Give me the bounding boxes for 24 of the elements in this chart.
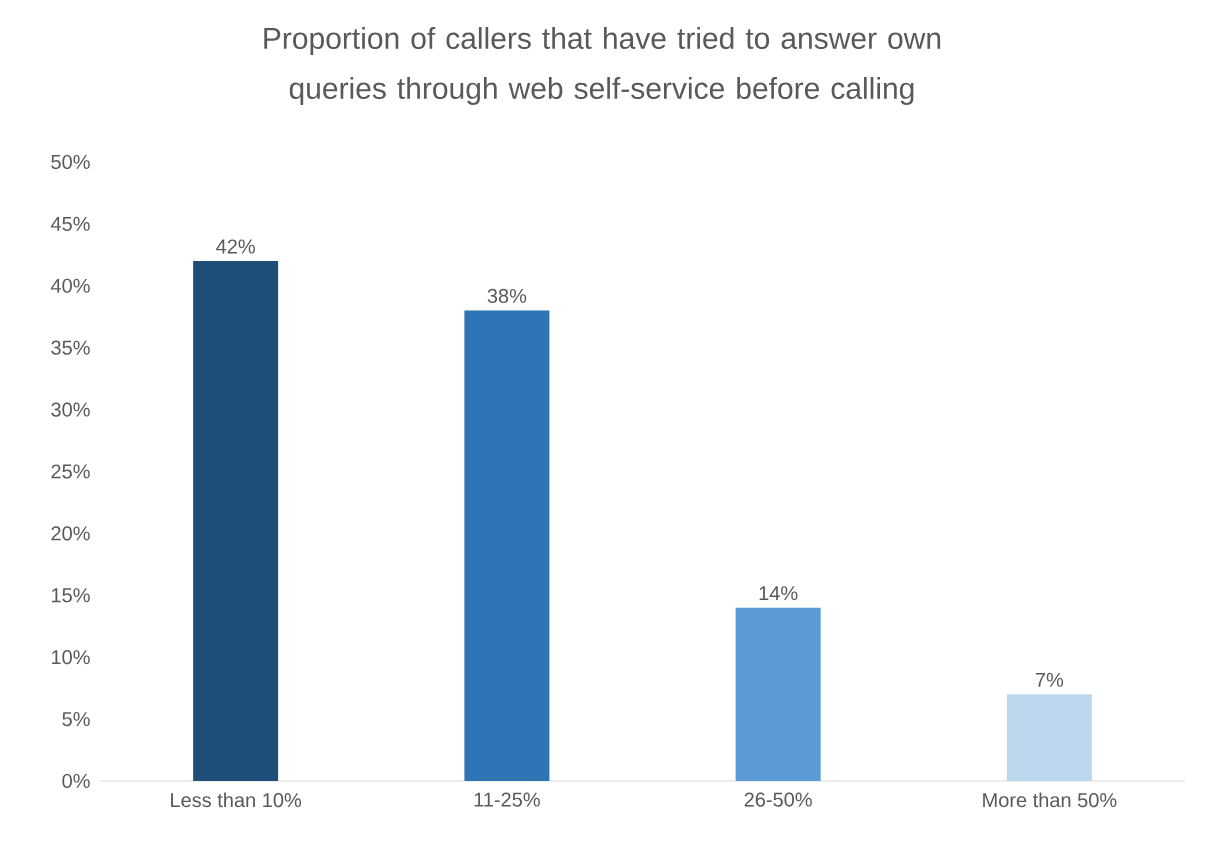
x-tick-label: 26-50% <box>744 792 812 807</box>
bar <box>735 607 821 781</box>
y-tick-label: 15% <box>51 588 90 603</box>
bar <box>1006 694 1092 781</box>
y-tick-label: 10% <box>51 650 90 665</box>
y-tick-label: 50% <box>51 154 90 170</box>
data-label: 7% <box>1035 672 1064 687</box>
y-tick-label: 20% <box>51 526 90 541</box>
data-label: 42% <box>216 239 255 254</box>
y-tick-label: 5% <box>62 712 90 727</box>
x-tick-label: More than 50% <box>983 792 1117 808</box>
y-tick-label: 30% <box>51 402 90 417</box>
data-label: 14% <box>759 586 798 601</box>
bar <box>464 310 550 781</box>
y-tick-label: 45% <box>50 216 90 231</box>
y-tick-label: 35% <box>51 340 90 355</box>
x-tick-label: Less than 10% <box>171 792 302 808</box>
chart-title: Proportion of callers that have tried to answer own queries through web self-service before calling <box>264 27 941 105</box>
y-tick-label: 40% <box>50 278 90 293</box>
data-label: 38% <box>487 288 527 304</box>
bar <box>193 261 279 781</box>
x-tick-label: 11-25% <box>474 792 540 807</box>
y-tick-label: 25% <box>51 464 90 479</box>
y-tick-label: 0% <box>62 773 90 789</box>
